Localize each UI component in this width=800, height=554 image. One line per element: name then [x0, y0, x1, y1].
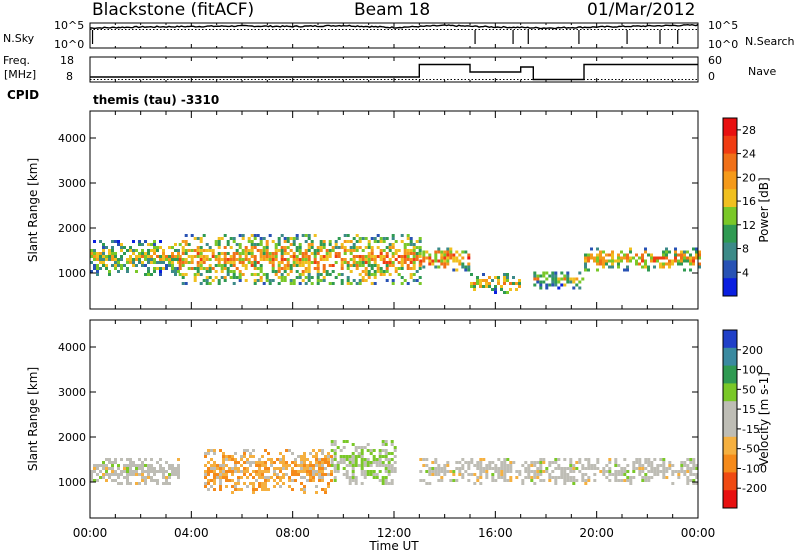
power-ylabel: Slant Range [km]: [26, 158, 40, 262]
velocity-colorbar-tick-7: -200: [742, 482, 767, 495]
velocity-colorbar-tick-2: 50: [742, 383, 756, 396]
x-tick-label-4: 16:00: [478, 526, 513, 540]
power-colorbar-tick-3: 16: [742, 195, 756, 208]
power-colorbar-swatch-3: [723, 171, 737, 190]
velocity-colorbar-swatch-4: [723, 401, 737, 420]
power-colorbar-swatch-1: [723, 135, 737, 155]
power-colorbar-tick-1: 8: [742, 243, 749, 256]
velocity-colorbar-swatch-9: [723, 490, 737, 509]
nsky-label: N.Sky: [3, 32, 35, 45]
velocity-colorbar-tick-6: -100: [742, 462, 767, 475]
power-colorbar-swatch-6: [723, 224, 737, 244]
velocity-ytick-label-2: 3000: [58, 386, 86, 399]
nave-label: Nave: [748, 65, 777, 78]
power-colorbar-swatch-0: [723, 118, 737, 137]
power-colorbar-tick-4: 20: [742, 171, 756, 184]
power-ytick-label-1: 2000: [58, 222, 86, 235]
power-band-1: [178, 234, 422, 285]
velocity-colorbar-swatch-0: [723, 330, 737, 349]
x-tick-label-0: 00:00: [73, 526, 108, 540]
velocity-colorbar-label: Velocity [m s-1]: [757, 372, 771, 466]
date-title: 01/Mar/2012: [587, 0, 696, 20]
x-tick-label-1: 04:00: [174, 526, 209, 540]
freq-label: Freq.: [3, 54, 31, 67]
velocity-panel-frame: [89, 319, 699, 519]
velocity-colorbar-tick-4: -15: [742, 423, 760, 436]
line-panels: [89, 23, 699, 81]
x-tick-label-6: 00:00: [681, 526, 716, 540]
power-colorbar-tick-6: 28: [742, 124, 756, 137]
power-colorbar-tick-2: 12: [742, 219, 756, 232]
velocity-colorbar-swatch-2: [723, 365, 737, 384]
velocity-colorbar-tick-5: -50: [742, 443, 760, 456]
power-colorbar-tick-5: 24: [742, 148, 756, 161]
cpid-label: CPID: [7, 88, 40, 102]
velocity-ytick-label-0: 1000: [58, 476, 86, 489]
power-colorbar-swatch-4: [723, 189, 737, 208]
nsky-tick-top: 10^5: [54, 19, 85, 32]
x-axis-label: Time UT: [368, 539, 419, 553]
power-colorbar-swatch-5: [723, 207, 737, 226]
nsky-tick-bottom: 10^0: [54, 38, 85, 51]
freq-tick-bottom: 8: [66, 70, 73, 83]
nsearch-label: N.Search: [745, 35, 795, 48]
velocity-colorbar-swatch-1: [723, 347, 737, 367]
velocity-colorbar-swatch-3: [723, 383, 737, 402]
power-ytick-label-3: 4000: [58, 132, 86, 145]
station-title: Blackstone (fitACF): [92, 0, 255, 20]
velocity-ytick-label-3: 4000: [58, 341, 86, 354]
freq-unit-label: [MHz]: [4, 68, 37, 81]
power-colorbar-label: Power [dB]: [757, 177, 771, 242]
power-band-0: [90, 240, 180, 276]
power-band-2: [419, 247, 471, 272]
power-colorbar-swatch-9: [723, 278, 737, 297]
velocity-colorbar-tick-3: 15: [742, 403, 756, 416]
axes: 1000 2000 3000 4000 1000 2000 3000 4000 00:00 04:…: [58, 23, 715, 540]
power-band-4: [533, 271, 585, 290]
frequency-series-0: [90, 63, 698, 81]
velocity-band-3: [419, 458, 699, 485]
velocity-heatmap: [90, 440, 699, 494]
power-colorbar-tick-0: 4: [742, 266, 749, 279]
beam-title: Beam 18: [354, 0, 431, 20]
power-band-3: [470, 273, 521, 294]
power-ytick-label-2: 3000: [58, 177, 86, 190]
velocity-colorbar-swatch-5: [723, 419, 737, 438]
freq-tick-top: 18: [60, 54, 74, 67]
nave-tick-bottom: 0: [708, 70, 715, 83]
velocity-colorbar-tick-0: 200: [742, 344, 763, 357]
velocity-colorbar-swatch-6: [723, 436, 737, 456]
power-ytick-label-0: 1000: [58, 267, 86, 280]
power-colorbar-swatch-7: [723, 242, 737, 261]
velocity-colorbar-swatch-8: [723, 472, 737, 491]
velocity-ytick-label-1: 2000: [58, 431, 86, 444]
nave-tick-top: 60: [708, 54, 722, 67]
power-heatmap: [90, 234, 701, 294]
velocity-colorbar-swatch-7: [723, 454, 737, 473]
nsky-tick-right-bottom: 10^0: [708, 38, 739, 51]
velocity-ylabel: Slant Range [km]: [26, 367, 40, 471]
nsky-tick-right-top: 10^5: [708, 19, 739, 32]
colorbars: 4 8 12 16 20 24 28 200 100 50 15 -15 -50 -100 -200: [722, 117, 767, 509]
power-band-5: [584, 247, 701, 272]
x-tick-label-2: 08:00: [275, 526, 310, 540]
power-colorbar-swatch-8: [723, 260, 737, 279]
x-tick-label-5: 20:00: [579, 526, 614, 540]
velocity-band-0: [90, 458, 180, 485]
x-tick-label-3: 12:00: [377, 526, 412, 540]
velocity-band-1: [204, 449, 333, 494]
velocity-band-2: [330, 440, 397, 485]
cpid-text: themis (tau) -3310: [93, 93, 220, 107]
velocity-colorbar-tick-1: 100: [742, 364, 763, 377]
power-colorbar-swatch-2: [723, 153, 737, 172]
